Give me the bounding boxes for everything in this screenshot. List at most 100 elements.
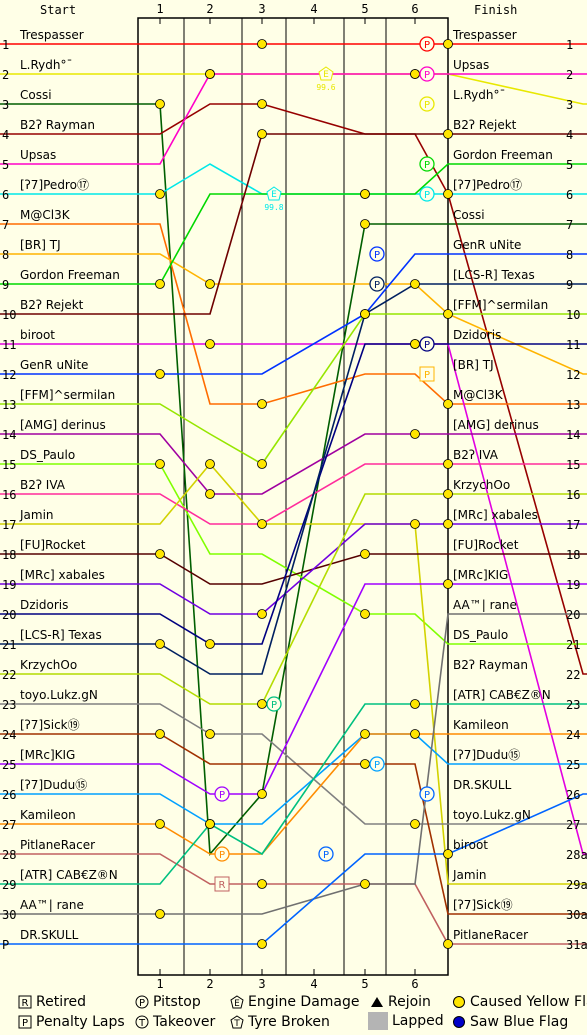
right-position-label: 1 [566,38,573,52]
right-position-label: 14 [566,428,580,442]
legend-tyre-label: Tyre Broken [248,1014,330,1030]
start-driver-name: [FFM]^sermilan [20,388,115,402]
pitstop-letter: P [374,280,380,291]
left-position-label: 15 [2,458,16,472]
pitstop-marker [419,186,435,202]
right-position-label: 16 [566,488,580,502]
lap-grid [137,17,449,976]
legend-blue: Saw Blue Flag [452,1014,568,1030]
yellow-flag-dot [205,639,215,649]
driver-line [0,133,587,315]
yellow-flag-dot [443,579,453,589]
finish-driver-name: Dzidoris [453,328,501,342]
start-driver-name: Cossi [20,88,52,102]
left-position-label: 21 [2,638,16,652]
yellow-flag-dot [257,39,267,49]
yellow-flag-dot [410,729,420,739]
start-heading: Start [40,3,76,17]
yellow-flag-dot [205,819,215,829]
left-position-label: 16 [2,488,16,502]
driver-line [0,793,587,945]
pitstop-letter: P [374,250,380,261]
driver-line [0,462,587,885]
right-position-label: 28a [566,848,587,862]
yellow-flag-dot [360,879,370,889]
right-position-label: 27 [566,818,580,832]
yellow-flag-dot [155,99,165,109]
right-position-label: 23 [566,698,580,712]
yellow-flag-dot [257,129,267,139]
yellow-flag-dot [443,459,453,469]
pitstop-marker [419,156,435,172]
yellow-flag-dot [360,189,370,199]
right-position-label: 2 [566,68,573,82]
left-position-label: 30 [2,908,16,922]
driver-line [0,523,587,615]
engine-damage-marker [318,66,334,81]
yellow-flag-dot [410,339,420,349]
svg-text:R: R [22,998,29,1009]
driver-line [0,463,587,645]
yellow-flag-dot [360,309,370,319]
yellow-flag-dot [443,399,453,409]
left-position-label: 7 [2,218,9,232]
yellow-flag-dot [257,459,267,469]
lap-label: 2 [206,977,213,990]
finish-driver-name: [FU]Rocket [453,538,519,552]
lap-label: 4 [310,2,317,16]
start-driver-name: [MRc] xabales [20,568,105,582]
finish-driver-name: [MRc] xabales [453,508,538,522]
driver-line [0,313,587,466]
start-driver-name: GenR uNite [20,358,88,372]
left-position-label: 14 [2,428,16,442]
left-position-label: 29 [2,878,16,892]
pitstop-letter: P [424,100,430,111]
finish-driver-name: Jamin [452,868,487,882]
legend-lapped-label: Lapped [392,1013,444,1029]
yellow-flag-dot [443,129,453,139]
yellow-flag-dot [360,609,370,619]
right-position-label: 18 [566,548,580,562]
driver-line [0,433,587,495]
finish-driver-name: Kamileon [453,718,509,732]
driver-line [0,853,587,945]
left-position-label: 2 [2,68,9,82]
left-position-label: 20 [2,608,16,622]
driver-line [0,283,587,675]
left-position-label: 8 [2,248,9,262]
engine-damage-marker [266,186,282,201]
pitstop-marker [369,276,385,292]
left-position-label: 25 [2,758,16,772]
right-position-label: 3 [566,98,573,112]
pitstop-marker [214,846,230,862]
yellow-flag-dot [205,69,215,79]
engine-note: 99.6 [316,83,335,92]
right-position-label: 7 [566,218,573,232]
finish-driver-name: Gordon Freeman [453,148,553,162]
lap-label: 6 [411,2,418,16]
pitstop-marker [419,66,435,82]
left-position-label: 6 [2,188,9,202]
legend-retired-label: Retired [36,994,87,1010]
lap-label: 3 [258,2,265,16]
yellow-flag-dot [155,819,165,829]
right-position-label: 10 [566,308,580,322]
retired-marker [214,876,230,892]
right-position-label: 30a [566,908,587,922]
yellow-flag-dot [410,819,420,829]
yellow-flag-dot [155,909,165,919]
yellow-flag-dot [155,189,165,199]
finish-driver-name: DS_Paulo [453,628,508,642]
start-driver-name: B2ʔ Rayman [20,118,95,132]
legend-takeover-label: Takeover [153,1014,216,1030]
pitstop-letter: P [424,190,430,201]
start-driver-name: B2ʔ Rejekt [20,298,84,312]
start-driver-name: Gordon Freeman [20,268,120,282]
start-driver-name: [ʔ7]Sick⑲ [20,718,80,732]
start-driver-name: [ATR] CAB€Z®N [20,868,118,882]
yellow-flag-dot [257,939,267,949]
right-position-label: 21 [566,638,580,652]
yellow-flag-dot [443,939,453,949]
pitstop-marker [266,696,282,712]
finish-driver-name: Upsas [453,58,489,72]
